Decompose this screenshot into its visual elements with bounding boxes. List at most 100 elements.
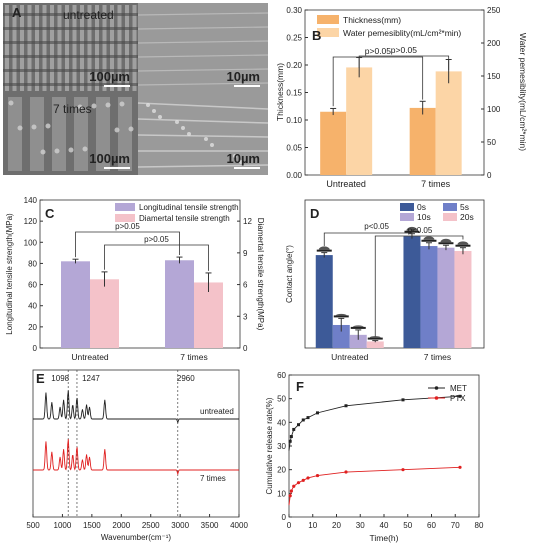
fiber-texture [35,5,39,91]
sem-image-background [3,3,138,93]
panel-f-chart: 0 10 20 30 40 50 60 70 80 0 10 20 30 40 50 60 Time(h) Cum… [265,371,484,543]
significance-bracket-1 [332,56,424,107]
y-tick-label: 120 [24,217,38,226]
sem-image-background [3,93,138,175]
x-tick-label: 7 times [421,179,451,189]
droplet-substrate-icon [333,315,349,318]
x-tick-label: 10 [308,521,317,530]
droplet-icon [457,241,469,245]
y-tick-label: 0.20 [286,61,302,70]
droplet-substrate-icon [455,244,471,247]
legend-swatch [115,214,135,222]
bar-water-permeability [346,67,373,175]
particle-texture [68,147,74,153]
fiber-texture [96,97,110,171]
sem-image-1: untreated 100µm [3,3,138,93]
x-tick-label: 4000 [230,521,248,530]
surface-texture [137,102,269,110]
panel-d-chart: Contact angle(°) Untreated 7 times p<0.05 p<… [285,199,485,362]
fiber-texture [20,5,24,91]
x-tick-label: 3000 [171,521,189,530]
bar-contact-angle-10s [349,334,367,348]
spectrum-untreated [33,390,239,425]
particle-texture [152,109,156,113]
bar-diametral [90,279,119,348]
y-right-tick-label: 6 [243,281,248,290]
fiber-texture [8,97,22,171]
fiber-texture [3,55,138,58]
y-axis-label: Longitudinal tensile strength(MPa) [5,213,14,335]
particle-texture [31,124,37,130]
y-axis-label: Cumulative release rate(%) [265,397,274,494]
significance-bracket-1 [75,231,180,258]
x-tick-label: 1500 [83,521,101,530]
x-tick-label: 500 [26,521,40,530]
data-point-MET [458,394,462,398]
fiber-texture [132,5,137,91]
bar-contact-angle-0s [403,236,421,348]
legend-label: 5s [460,202,469,212]
series-label-untreated: untreated [200,407,234,416]
legend-swatch [443,213,457,221]
surface-texture [137,164,269,168]
data-point-MET [344,404,348,408]
surface-texture [137,82,269,86]
fiber-texture [3,83,138,86]
bar-contact-angle-10s [437,247,455,348]
particle-texture [128,126,134,132]
sem-image-3: 7 times 100µm [3,93,138,175]
droplet-substrate-icon [421,239,437,242]
legend-swatch [443,203,457,211]
bar-longitudinal [61,261,90,348]
significance-bracket-2 [104,244,209,271]
droplet-icon [406,226,418,231]
fiber-texture [87,5,92,91]
x-tick-label: 2500 [142,521,160,530]
y-right-tick-label: 250 [487,6,501,15]
significance-bracket-2-label: p>0.05 [391,45,418,55]
legend-label: 20s [460,212,474,222]
fiber-texture [3,27,138,30]
panel-letter-c: C [45,206,55,221]
y-tick-label: 60 [28,281,37,290]
x-tick-label: 60 [427,521,436,530]
x-tick-label: Untreated [326,179,366,189]
legend-label: 0s [417,202,426,212]
y-right-tick-label: 50 [487,138,496,147]
y-tick-label: 40 [277,418,286,427]
particle-texture [105,102,111,108]
significance-bracket-2 [374,235,464,337]
fiber-texture [3,41,138,44]
x-tick-label: 2000 [112,521,130,530]
droplet-substrate-icon [438,242,454,245]
y-right-tick-label: 12 [243,217,252,226]
fiber-texture [57,5,62,91]
surface-texture [137,40,269,44]
spectrum-7-times [33,439,239,476]
particle-texture [77,104,83,110]
sem-image-background [138,3,268,93]
droplet-substrate-icon [350,326,366,329]
y-tick-label: 0 [33,344,38,353]
plot-frame [304,199,485,349]
y-right-axis-label: Water pemesiblity(mL/cm²*min) [518,33,528,151]
data-point-PTX [301,478,305,482]
significance-bracket-1 [323,228,413,247]
fiber-texture [118,97,132,171]
significance-bracket-1-label: p>0.05 [365,46,392,56]
particle-texture [204,137,208,141]
bar-contact-angle-5s [332,324,350,348]
significance-bracket-1-label: p>0.05 [115,222,140,231]
panel-a-sem-images: untreated 100µm 10µm 7 times 100µm 10µm A [3,3,269,175]
panel-letter-e: E [36,371,45,386]
x-tick-label: 0 [287,521,292,530]
scale-bar-label: 10µm [226,69,260,84]
legend-swatch [115,203,135,211]
y-right-axis-label: Diamertal tensile strength(MPa) [256,218,265,331]
x-tick-label: 70 [451,521,460,530]
fiber-texture [27,5,32,91]
y-right-tick-label: 0 [487,171,492,180]
panel-b-chart: 0.00 0.05 0.10 0.15 0.20 0.25 0.30 0 50 100 150 200… [275,6,528,189]
particle-texture [146,103,150,107]
